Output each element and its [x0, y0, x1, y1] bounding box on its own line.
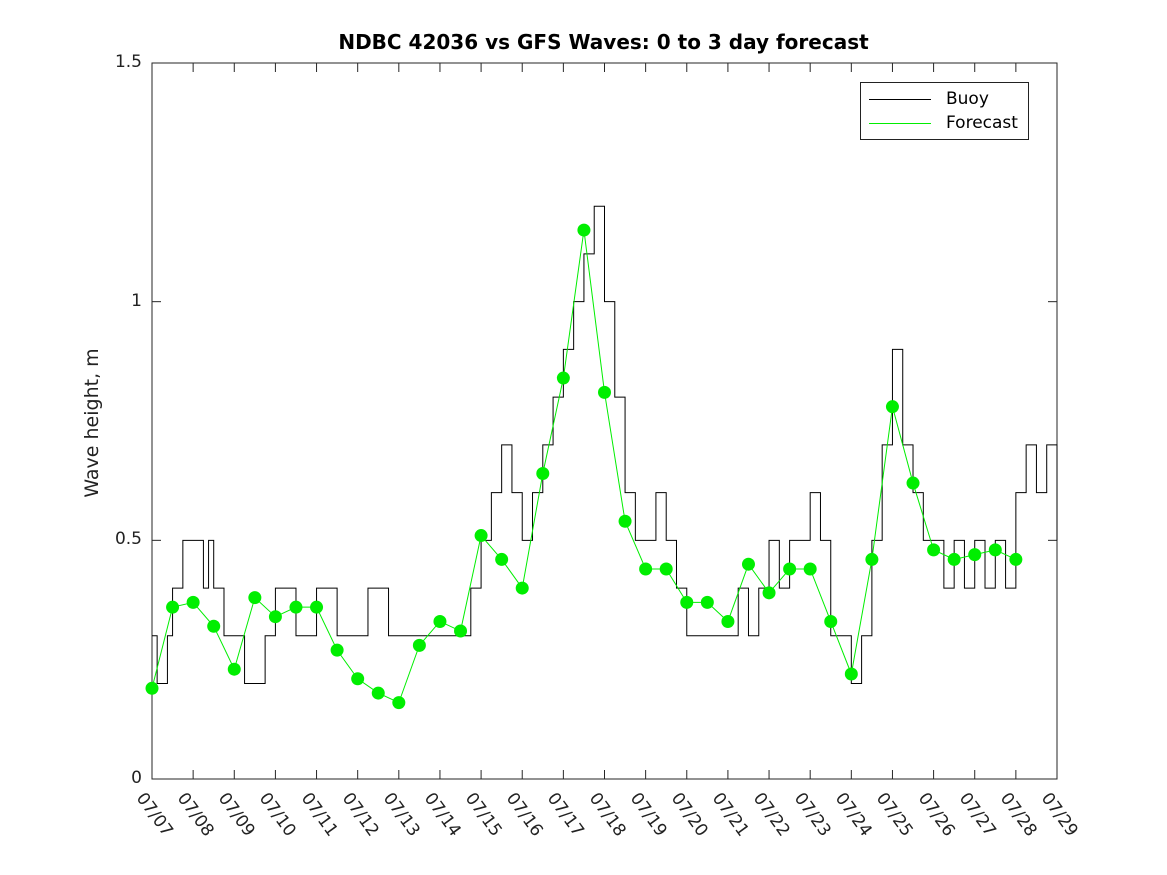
forecast-point	[598, 385, 611, 399]
forecast-point	[371, 686, 385, 700]
forecast-point	[865, 552, 879, 566]
axes-frame	[151, 62, 1058, 780]
forecast-point	[207, 619, 221, 633]
forecast-point	[577, 223, 591, 237]
legend: Buoy Forecast	[860, 82, 1029, 140]
forecast-point	[536, 467, 550, 481]
forecast-point	[495, 552, 509, 566]
forecast-point	[659, 562, 673, 576]
forecast-point	[680, 595, 694, 609]
legend-label-forecast: Forecast	[946, 113, 1018, 133]
forecast-point	[412, 638, 426, 652]
forecast-point	[145, 681, 159, 695]
forecast-point	[474, 529, 488, 543]
forecast-point	[351, 672, 365, 686]
forecast-point	[433, 614, 447, 628]
forecast-point	[227, 662, 241, 676]
legend-swatch-forecast	[869, 123, 931, 124]
forecast-point	[885, 400, 899, 414]
y-axis-label: Wave height, m	[81, 348, 103, 498]
forecast-point	[166, 600, 180, 614]
forecast-point	[721, 614, 735, 628]
buoy-line	[152, 205, 1058, 685]
forecast-point	[289, 600, 303, 614]
plot-frame	[151, 62, 1058, 780]
forecast-point	[947, 552, 961, 566]
y-tick-label: 1.5	[114, 52, 142, 72]
forecast-point	[988, 543, 1002, 557]
legend-entry-forecast: Forecast	[869, 113, 1024, 133]
forecast-point	[186, 595, 200, 609]
legend-label-buoy: Buoy	[946, 89, 989, 109]
chart-title: NDBC 42036 vs GFS Waves: 0 to 3 day fore…	[338, 30, 869, 54]
forecast-point	[330, 643, 344, 657]
forecast-point	[927, 543, 941, 557]
forecast-point	[783, 562, 797, 576]
forecast-point	[268, 610, 282, 624]
y-tick-label: 0.5	[114, 529, 142, 550]
forecast-point	[515, 581, 529, 595]
forecast-point	[556, 371, 570, 385]
forecast-point	[248, 591, 262, 605]
y-tick-label: 1	[131, 290, 142, 311]
forecast-point	[618, 514, 632, 528]
forecast-point	[762, 586, 776, 600]
forecast-point	[906, 476, 920, 490]
forecast-point	[639, 562, 653, 576]
forecast-point	[968, 548, 982, 562]
buoy-series	[152, 205, 1058, 685]
legend-swatch-buoy	[869, 99, 931, 100]
forecast-point	[1009, 552, 1023, 566]
forecast-markers	[145, 223, 1023, 710]
legend-entry-buoy: Buoy	[869, 89, 1024, 109]
forecast-point	[741, 557, 755, 571]
forecast-point	[392, 696, 406, 710]
forecast-point	[844, 667, 858, 681]
forecast-point	[310, 600, 324, 614]
forecast-point	[824, 614, 838, 628]
forecast-point	[803, 562, 817, 576]
forecast-point	[700, 595, 714, 609]
y-tick-label: 0	[131, 768, 142, 788]
forecast-point	[454, 624, 468, 638]
